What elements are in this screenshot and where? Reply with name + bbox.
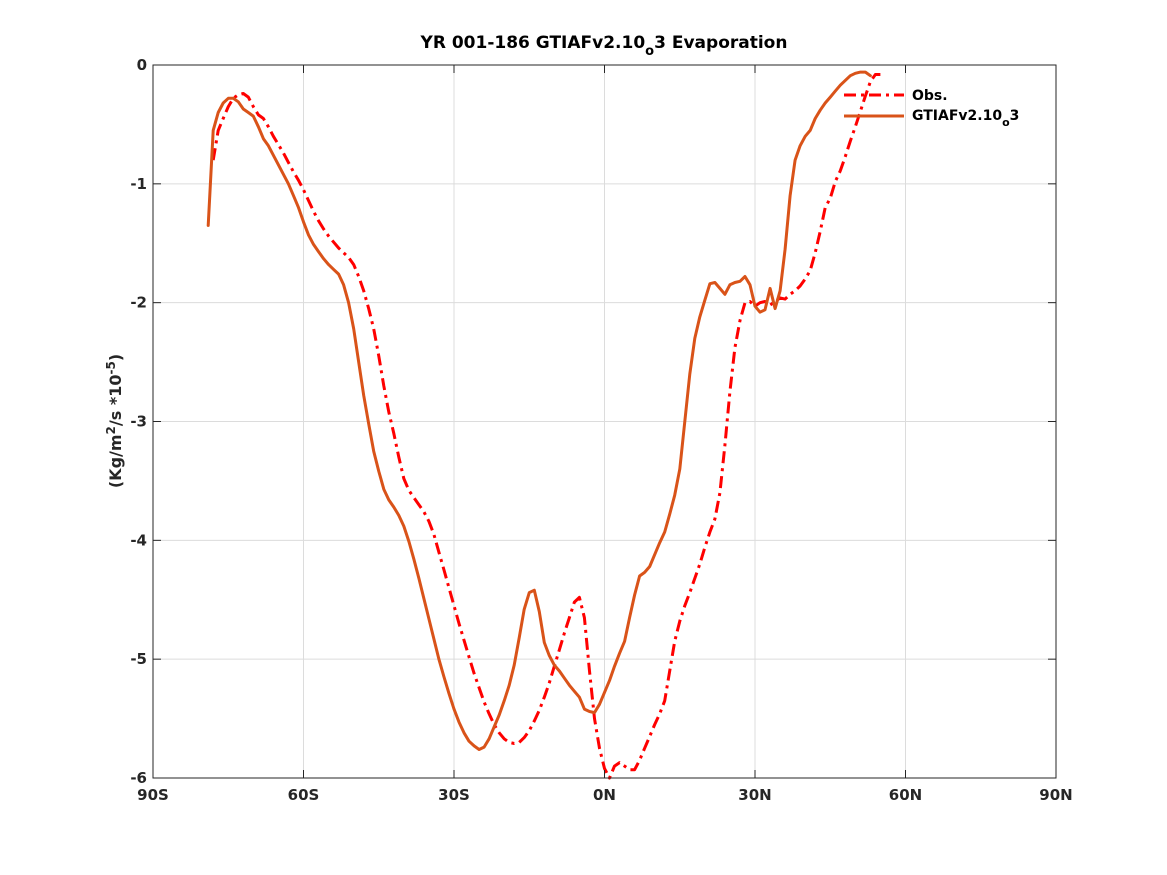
x-tick-label: 60S: [288, 786, 320, 804]
ylabel-end: ): [106, 354, 125, 361]
title-tail: 3 Evaporation: [654, 33, 787, 53]
y-tick-label: -5: [130, 650, 147, 668]
series-layer: [206, 70, 881, 780]
ylabel-mid: /s *10: [106, 375, 125, 427]
x-tick-label: 0N: [593, 786, 616, 804]
x-tick-label: 30N: [738, 786, 771, 804]
legend: Obs. GTIAFv2.10o3: [844, 88, 1019, 129]
x-tick-labels: 90S 60S 30S 0N 30N 60N 90N: [137, 786, 1073, 804]
model-series-line: [206, 70, 872, 751]
x-tick-label: 60N: [889, 786, 922, 804]
y-tick-label: -1: [130, 175, 147, 193]
chart-title: YR 001-186 GTIAFv2.10o3 Evaporation: [420, 33, 788, 59]
y-tick-label: -3: [130, 413, 147, 431]
ylabel-sup2: -5: [104, 361, 118, 374]
y-tick-labels: 0 -1 -2 -3 -4 -5 -6: [130, 56, 147, 787]
y-tick-label: -4: [130, 531, 147, 549]
y-axis-label: (Kg/m2/s *10-5): [104, 354, 125, 488]
x-tick-label: 90S: [137, 786, 169, 804]
title-subscript: o: [645, 44, 654, 59]
x-tick-label: 90N: [1039, 786, 1072, 804]
legend-label-model: GTIAFv2.10o3: [912, 108, 1019, 129]
legend-label-obs: Obs.: [912, 88, 948, 104]
tick-marks: [152, 64, 1057, 779]
ylabel-base: (Kg/m: [106, 434, 125, 488]
y-tick-label: -6: [130, 769, 147, 787]
obs-series-line: [211, 73, 881, 780]
grid: [153, 65, 1056, 778]
y-tick-label: -2: [130, 294, 147, 312]
title-main: YR 001-186 GTIAFv2.10: [420, 33, 646, 53]
ylabel-sup1: 2: [104, 426, 118, 434]
x-tick-label: 30S: [438, 786, 470, 804]
y-tick-label: 0: [137, 56, 147, 74]
